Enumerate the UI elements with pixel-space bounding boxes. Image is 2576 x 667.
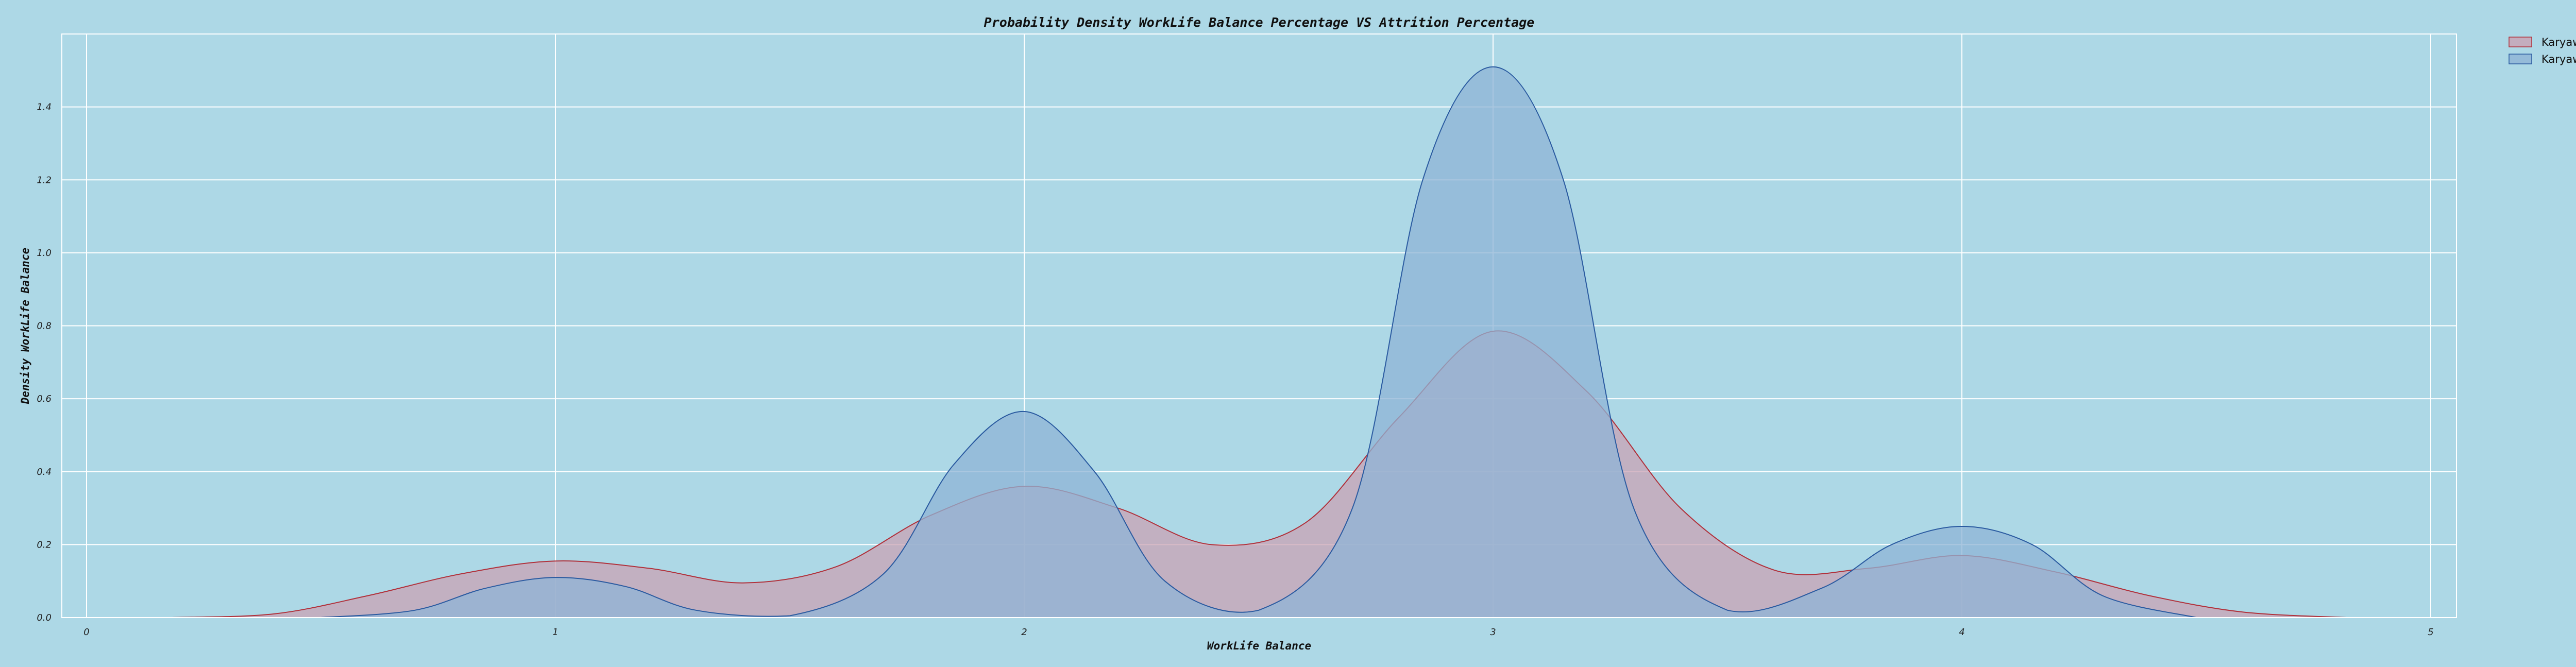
x-tick-label: 4 [1959,627,1964,638]
plot-frame [61,33,2457,618]
x-tick-label: 0 [83,627,89,638]
chart-title: Probability Density WorkLife Balance Per… [984,15,1535,30]
legend-swatch [2509,54,2532,64]
legend-label: Karyawan Tidak Resign [2541,53,2576,65]
x-axis-label: WorkLife Balance [1207,640,1311,652]
x-tick-label: 5 [2428,627,2433,638]
legend-swatch [2509,37,2532,47]
y-tick-label: 0.4 [37,467,52,477]
y-tick-label: 0.2 [37,539,52,550]
y-tick-label: 1.2 [37,175,52,185]
x-tick-label: 2 [1021,627,1027,638]
legend-label: Karyawan Resign [2541,36,2576,48]
series-line-1 [320,66,2197,618]
tick-labels: 0 1 2 3 4 5 0.0 0.2 0.4 0.6 0.8 1.0 1.2 1.4 [37,102,2433,638]
x-tick-label: 1 [552,627,558,638]
y-axis-label: Density WorkLife Balance [19,248,31,404]
y-tick-label: 0.8 [37,321,52,332]
y-tick-label: 1.0 [37,248,52,259]
y-tick-label: 1.4 [37,102,52,113]
legend: Karyawan Resign Karyawan Tidak Resign [2509,36,2576,65]
series-area-1 [321,66,2196,618]
y-tick-label: 0.6 [37,394,52,404]
x-tick-label: 3 [1490,627,1496,638]
density-areas [171,66,2347,618]
y-tick-label: 0.0 [37,612,52,623]
series-area-0 [171,331,2347,618]
